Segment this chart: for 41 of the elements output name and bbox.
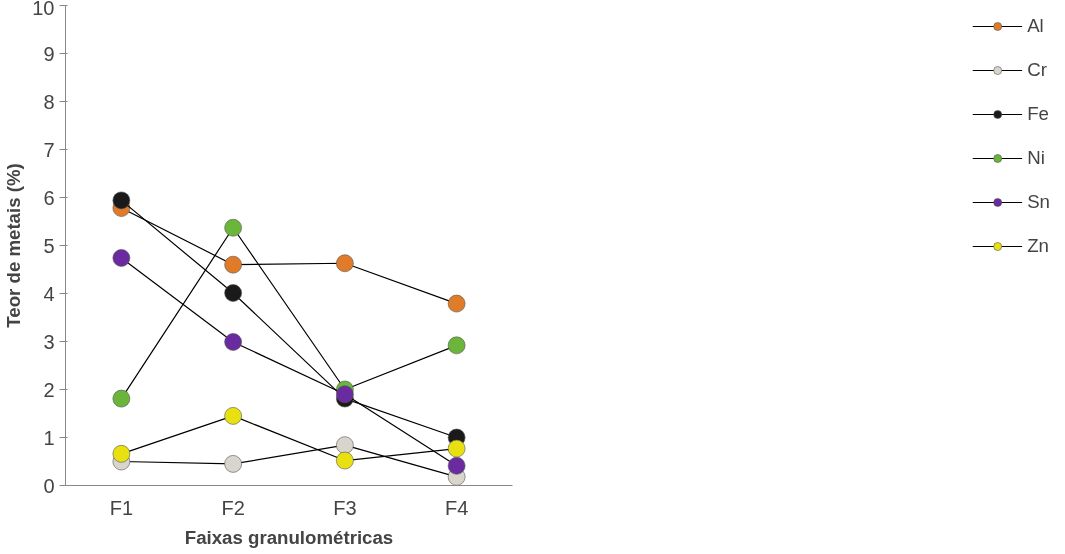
legend-label: Cr bbox=[1027, 59, 1048, 81]
point bbox=[336, 436, 354, 454]
point bbox=[447, 336, 466, 355]
point bbox=[224, 455, 242, 473]
x-tick-label: F2 bbox=[221, 496, 245, 519]
point bbox=[224, 407, 242, 425]
y-tick-label: 3 bbox=[43, 330, 55, 353]
point bbox=[336, 254, 354, 273]
legend-label: Sn bbox=[1027, 191, 1050, 213]
legend-label: Ni bbox=[1027, 147, 1046, 169]
y-tick-label: 2 bbox=[43, 378, 55, 401]
legend-label: Zn bbox=[1027, 235, 1049, 257]
point bbox=[447, 294, 466, 313]
point bbox=[447, 439, 466, 458]
point bbox=[112, 389, 131, 408]
point bbox=[224, 218, 242, 237]
x-axis-title: Faixas granulométricas bbox=[184, 526, 394, 548]
y-tick-label: 0 bbox=[43, 474, 55, 497]
point bbox=[447, 457, 466, 475]
point bbox=[112, 445, 131, 463]
x-tick-label: F1 bbox=[109, 496, 134, 519]
point bbox=[336, 385, 354, 404]
point bbox=[224, 284, 242, 302]
x-tick-label: F4 bbox=[444, 496, 469, 519]
y-tick-label: 7 bbox=[43, 138, 55, 161]
x-tick-label: F3 bbox=[333, 496, 357, 519]
legend-label: Al bbox=[1027, 15, 1045, 37]
legend-label: Fe bbox=[1027, 103, 1049, 125]
y-tick-label: 4 bbox=[43, 282, 55, 305]
y-axis-title: Teor de metais (%) bbox=[3, 163, 25, 328]
y-tick-label: 10 bbox=[32, 0, 55, 19]
y-tick-label: 6 bbox=[43, 186, 55, 209]
y-tick-label: 8 bbox=[43, 90, 55, 113]
y-tick-label: 5 bbox=[43, 234, 55, 257]
y-tick-label: 9 bbox=[43, 42, 55, 65]
point bbox=[224, 255, 242, 274]
point bbox=[336, 451, 354, 470]
point bbox=[112, 191, 131, 210]
point bbox=[224, 333, 242, 351]
y-tick-label: 1 bbox=[43, 426, 55, 449]
point bbox=[112, 249, 131, 267]
